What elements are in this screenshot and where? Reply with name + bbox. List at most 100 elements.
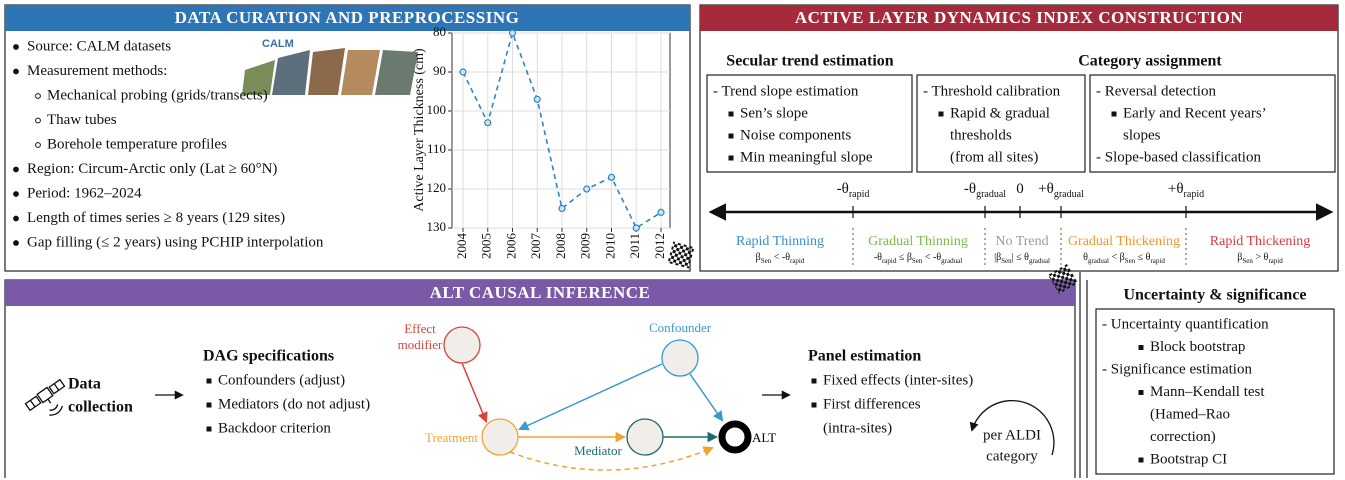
bullet: [729, 134, 734, 139]
y-tick-label: 120: [427, 180, 447, 195]
x-tick-label: 2008: [553, 233, 568, 259]
bullet: [14, 45, 19, 50]
group-heading: - Trend slope estimation: [713, 83, 859, 99]
bullet: [14, 241, 19, 246]
data-point: [534, 96, 540, 102]
condition-text: < -θ: [771, 252, 790, 263]
group-heading: - Significance estimation: [1102, 361, 1252, 377]
data-point: [609, 174, 615, 180]
bullet-text: Bootstrap CI: [1150, 451, 1227, 467]
condition-text: |β: [994, 252, 1001, 263]
condition-sub: Sen: [761, 257, 772, 265]
dag-node: [444, 327, 480, 363]
bullet-text: Fixed effects (inter-sites): [823, 372, 973, 388]
threshold-sign: +θ: [1168, 181, 1184, 197]
group-heading: - Slope-based classification: [1096, 149, 1261, 165]
y-tick-label: 110: [427, 141, 446, 156]
list-item: Period: 1962–2024: [27, 185, 142, 201]
bullet: [1139, 458, 1144, 463]
panel-title: ACTIVE LAYER DYNAMICS INDEX CONSTRUCTION: [795, 8, 1243, 27]
y-axis-label: Active Layer Thickness (cm): [412, 48, 427, 212]
bullet: [14, 167, 19, 172]
dag-node: [662, 340, 698, 376]
bullet: [14, 192, 19, 197]
condition-text: -θ: [874, 252, 882, 263]
dag-node: [627, 419, 663, 455]
condition-sub: Sen: [1125, 257, 1136, 265]
condition-sub: gradual: [941, 257, 962, 265]
condition-sub: rapid: [1268, 257, 1283, 265]
node-label: Effect: [404, 321, 436, 336]
condition-sub: rapid: [790, 257, 805, 265]
y-tick-label: 80: [433, 24, 446, 39]
list-item: Region: Circum-Arctic only (Lat ≥ 60°N): [27, 161, 277, 177]
list-item: Gap filling (≤ 2 years) using PCHIP inte…: [27, 234, 324, 250]
threshold-sign: -θ: [837, 181, 849, 197]
bullet: [729, 112, 734, 117]
data-point: [584, 186, 590, 192]
condition-sub: gradual: [1088, 257, 1109, 265]
list-subitem: Mechanical probing (grids/transects): [47, 87, 268, 103]
bullet: [207, 427, 212, 432]
bullet: [1112, 112, 1117, 117]
panel-title: DATA CURATION AND PREPROCESSING: [175, 8, 520, 27]
bullet-text: Rapid & gradual: [950, 105, 1050, 121]
bullet: [1139, 390, 1144, 395]
data-point: [658, 209, 664, 215]
data-point: [633, 225, 639, 231]
x-tick-label: 2006: [503, 233, 518, 260]
data-point: [460, 69, 466, 75]
bullet-text: (Hamed–Rao: [1150, 406, 1230, 422]
bullet-text: First differences: [823, 396, 921, 412]
condition-text: > θ: [1253, 252, 1269, 263]
bullet: [812, 403, 817, 408]
data-point: [510, 30, 516, 36]
section-title: Category assignment: [1078, 53, 1222, 70]
condition-sub: rapid: [1150, 257, 1165, 265]
bullet-text: (intra-sites): [823, 420, 892, 436]
threshold-sign: -θ: [964, 181, 976, 197]
list-item: Source: CALM datasets: [27, 38, 171, 54]
condition-sub: Sen: [912, 257, 923, 265]
node-label: modifier: [398, 337, 443, 352]
plot-area: [452, 33, 670, 228]
condition-sub: Sen: [1001, 257, 1012, 265]
loop-label: category: [986, 448, 1038, 464]
y-tick-label: 100: [427, 102, 447, 117]
bullet: [14, 216, 19, 221]
condition-text: < -θ: [922, 252, 941, 263]
bullet-text: Confounders (adjust): [218, 372, 345, 388]
bullet-text: (from all sites): [950, 149, 1038, 165]
section-title: Uncertainty & significance: [1123, 287, 1306, 304]
condition-sub: Sen: [1242, 257, 1253, 265]
list-subitem: Thaw tubes: [47, 112, 117, 128]
category-name: No Trend: [995, 234, 1048, 249]
threshold-label: 0: [1016, 181, 1024, 197]
bullet: [207, 379, 212, 384]
threshold-sub: gradual: [976, 189, 1006, 200]
category-name: Gradual Thickening: [1068, 234, 1180, 249]
data-collection-label: Data: [68, 376, 101, 393]
bullet-text: Backdoor criterion: [218, 420, 331, 436]
x-tick-label: 2012: [652, 233, 667, 259]
condition-sub: rapid: [882, 257, 897, 265]
section-title: Secular trend estimation: [726, 53, 894, 70]
bullet: [729, 156, 734, 161]
condition-text: ≤ β: [896, 252, 912, 263]
x-tick-label: 2009: [578, 233, 593, 259]
node-label: ALT: [752, 430, 776, 445]
loop-label: per ALDI: [983, 427, 1041, 443]
bullet: [1139, 345, 1144, 350]
x-tick-label: 2010: [602, 233, 617, 259]
data-point: [559, 206, 565, 212]
threshold-sub: rapid: [1184, 189, 1205, 200]
y-tick-label: 90: [433, 63, 446, 78]
node-label: Treatment: [425, 430, 478, 445]
bullet-text: correction): [1150, 429, 1216, 445]
condition-sub: gradual: [1029, 257, 1050, 265]
bullet: [207, 403, 212, 408]
x-tick-label: 2004: [454, 233, 469, 260]
bullet-text: Min meaningful slope: [740, 149, 873, 165]
dag-node: [482, 419, 518, 455]
category-name: Rapid Thickening: [1210, 234, 1310, 249]
